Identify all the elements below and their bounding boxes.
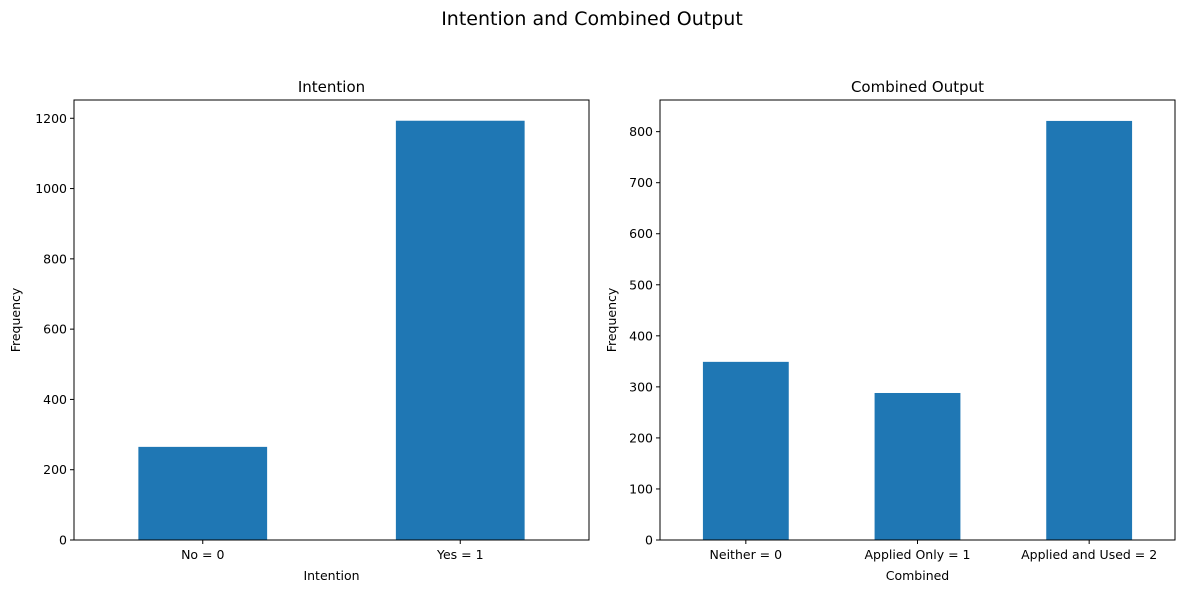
y-ticks-combined: 0 100 200 300 400 500 600 700 800: [629, 124, 660, 548]
subplot-title-combined: Combined Output: [851, 78, 984, 96]
x-tick-label: Yes = 1: [436, 547, 484, 562]
y-tick-label: 200: [43, 462, 67, 477]
y-tick-label: 300: [629, 379, 653, 394]
x-axis-label-combined: Combined: [886, 568, 950, 583]
y-tick-label: 700: [629, 175, 653, 190]
y-tick-label: 600: [629, 226, 653, 241]
x-tick-label: Neither = 0: [710, 547, 783, 562]
subplot-combined: Combined Output 0 100 200 300 400 500 600 700 80…: [604, 78, 1176, 583]
axes-frame-intention: [73, 99, 590, 541]
x-ticks-combined: Neither = 0 Applied Only = 1 Applied and U…: [710, 540, 1157, 562]
y-tick-label: 600: [43, 322, 67, 337]
bars-intention: [138, 120, 525, 540]
y-axis-label-intention: Frequency: [8, 287, 23, 352]
x-tick-label: Applied Only = 1: [865, 547, 971, 562]
y-tick-label: 0: [59, 533, 67, 548]
y-tick-label: 0: [645, 533, 653, 548]
bar-combined-2: [1046, 120, 1133, 541]
y-tick-label: 100: [629, 481, 653, 496]
x-tick-label: Applied and Used = 2: [1021, 547, 1157, 562]
bar-combined-0: [702, 361, 789, 540]
x-tick-label: No = 0: [181, 547, 224, 562]
y-tick-label: 800: [43, 251, 67, 266]
y-tick-label: 800: [629, 124, 653, 139]
bar-intention-1: [395, 120, 525, 540]
y-tick-label: 400: [43, 392, 67, 407]
figure-title: Intention and Combined Output: [441, 8, 743, 30]
y-tick-label: 400: [629, 328, 653, 343]
y-axis-label-combined: Frequency: [604, 287, 619, 352]
y-tick-label: 1200: [35, 111, 67, 126]
bar-combined-1: [874, 392, 961, 540]
bars-combined: [702, 120, 1133, 541]
x-axis-label-intention: Intention: [303, 568, 359, 583]
y-tick-label: 500: [629, 277, 653, 292]
subplot-title-intention: Intention: [298, 78, 365, 96]
subplot-intention: Intention 0 200 400 600 800 1000 1200 No = 0 Ye…: [8, 78, 590, 583]
y-tick-label: 200: [629, 430, 653, 445]
x-ticks-intention: No = 0 Yes = 1: [181, 540, 484, 562]
y-ticks-intention: 0 200 400 600 800 1000 1200: [35, 111, 74, 548]
bar-intention-0: [138, 446, 268, 540]
y-tick-label: 1000: [35, 181, 67, 196]
